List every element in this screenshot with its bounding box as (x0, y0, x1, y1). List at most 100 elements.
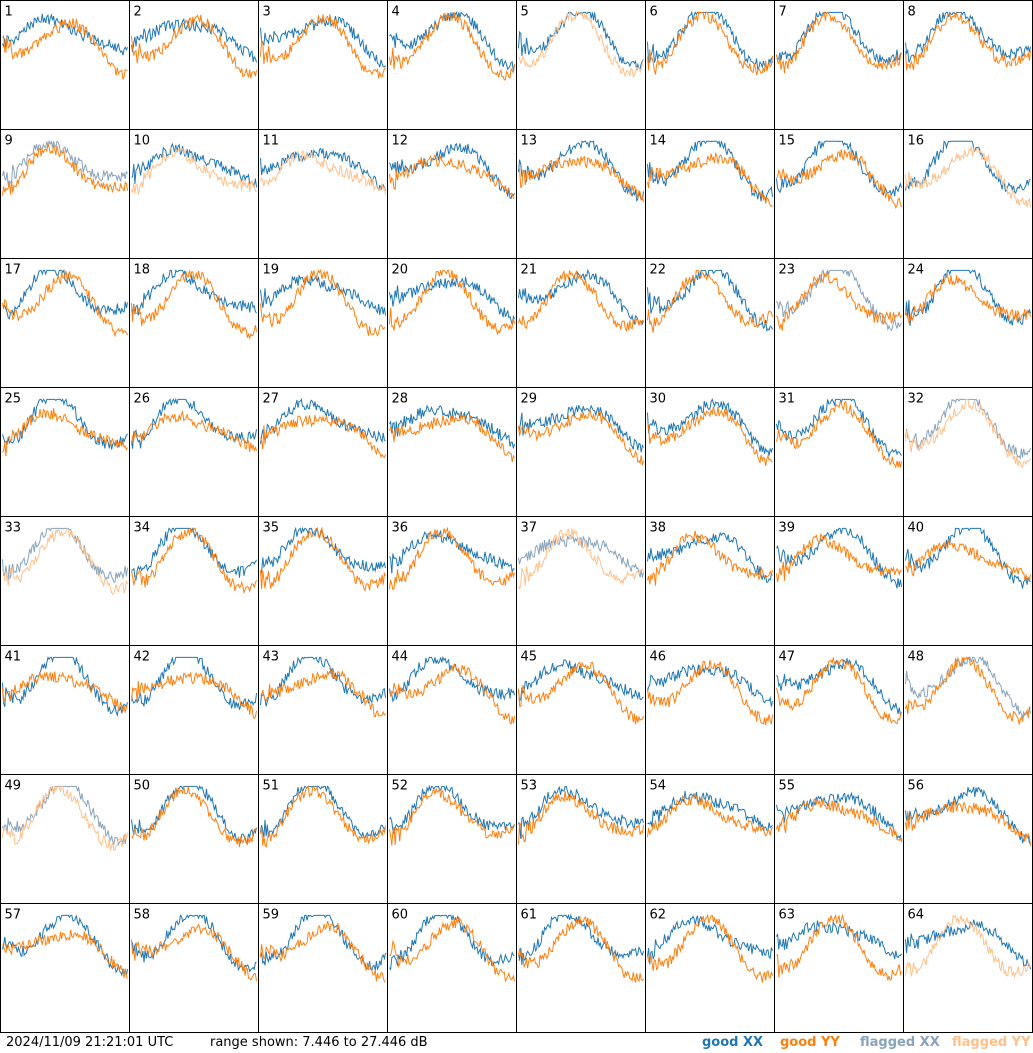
panel-frame (0, 903, 130, 1033)
trace-xx (647, 915, 773, 965)
trace-yy (776, 11, 902, 74)
panel-60: 60 (387, 903, 517, 1033)
panel-frame (129, 516, 259, 646)
panel-label: 18 (134, 263, 151, 278)
trace-yy (260, 920, 386, 983)
panel-label: 8 (908, 5, 916, 20)
panel-3: 3 (258, 0, 388, 130)
trace-yy (260, 784, 386, 848)
trace-yy (647, 530, 773, 586)
trace-yy (260, 526, 386, 592)
panel-frame (645, 903, 775, 1033)
trace-yy (776, 271, 902, 331)
trace-xx (776, 398, 902, 459)
panel-23: 23 (774, 258, 904, 388)
trace-yy (131, 410, 257, 452)
trace-yy (2, 527, 128, 596)
panel-label: 56 (908, 779, 925, 794)
panel-52: 52 (387, 774, 517, 904)
panel-25: 25 (0, 387, 130, 517)
trace-xx (647, 398, 773, 456)
panel-label: 7 (779, 5, 787, 20)
panel-frame (645, 774, 775, 904)
panel-31: 31 (774, 387, 904, 517)
panel-label: 31 (779, 392, 796, 407)
trace-xx (647, 140, 773, 203)
panel-56: 56 (903, 774, 1033, 904)
trace-yy (260, 668, 386, 718)
trace-xx (2, 139, 128, 185)
panel-frame (0, 387, 130, 517)
panel-37: 37 (516, 516, 646, 646)
panel-41: 41 (0, 645, 130, 775)
trace-yy (2, 143, 128, 196)
panel-24: 24 (903, 258, 1033, 388)
panel-label: 22 (650, 263, 667, 278)
panel-frame (129, 387, 259, 517)
panel-43: 43 (258, 645, 388, 775)
legend-flagged-xx: flagged XX (860, 1035, 940, 1050)
panel-44: 44 (387, 645, 517, 775)
panel-label: 46 (650, 650, 667, 665)
panel-frame (516, 516, 646, 646)
panel-51: 51 (258, 774, 388, 904)
panel-label: 63 (779, 908, 796, 923)
panel-48: 48 (903, 645, 1033, 775)
trace-xx (518, 659, 644, 703)
trace-yy (2, 270, 128, 338)
panel-57: 57 (0, 903, 130, 1033)
panel-frame (129, 774, 259, 904)
panel-label: 9 (5, 134, 13, 149)
trace-xx (2, 785, 128, 846)
panel-label: 51 (263, 779, 280, 794)
panel-38: 38 (645, 516, 775, 646)
trace-yy (389, 413, 515, 463)
trace-yy (2, 929, 128, 979)
panel-label: 33 (5, 521, 22, 536)
panel-frame (516, 129, 646, 259)
panel-11: 11 (258, 129, 388, 259)
trace-xx (260, 397, 386, 444)
trace-yy (905, 274, 1031, 324)
panel-label: 11 (263, 134, 280, 149)
panel-frame (774, 774, 904, 904)
panel-54: 54 (645, 774, 775, 904)
trace-yy (2, 671, 128, 713)
panel-10: 10 (129, 129, 259, 259)
trace-xx (389, 276, 515, 325)
panel-label: 32 (908, 392, 925, 407)
panel-label: 29 (521, 392, 538, 407)
panel-30: 30 (645, 387, 775, 517)
panel-label: 62 (650, 908, 667, 923)
range-label: range shown: 7.446 to 27.446 dB (210, 1035, 428, 1050)
panel-34: 34 (129, 516, 259, 646)
panel-label: 58 (134, 908, 151, 923)
trace-yy (2, 785, 128, 852)
panel-9: 9 (0, 129, 130, 259)
trace-xx (2, 268, 128, 320)
trace-xx (647, 269, 773, 332)
trace-yy (776, 913, 902, 981)
trace-xx (905, 919, 1031, 970)
panel-label: 24 (908, 263, 925, 278)
panel-label: 43 (263, 650, 280, 665)
panel-frame (387, 387, 517, 517)
panel-label: 28 (392, 392, 409, 407)
panel-label: 48 (908, 650, 925, 665)
panel-label: 17 (5, 263, 22, 278)
panel-label: 15 (779, 134, 796, 149)
trace-xx (905, 11, 1031, 63)
panel-label: 52 (392, 779, 409, 794)
panel-label: 23 (779, 263, 796, 278)
panel-42: 42 (129, 645, 259, 775)
panel-59: 59 (258, 903, 388, 1033)
panel-26: 26 (129, 387, 259, 517)
panel-label: 4 (392, 5, 400, 20)
panel-8: 8 (903, 0, 1033, 130)
trace-yy (518, 11, 644, 79)
panel-label: 39 (779, 521, 796, 536)
panel-frame (129, 0, 259, 130)
trace-xx (776, 658, 902, 716)
panel-15: 15 (774, 129, 904, 259)
